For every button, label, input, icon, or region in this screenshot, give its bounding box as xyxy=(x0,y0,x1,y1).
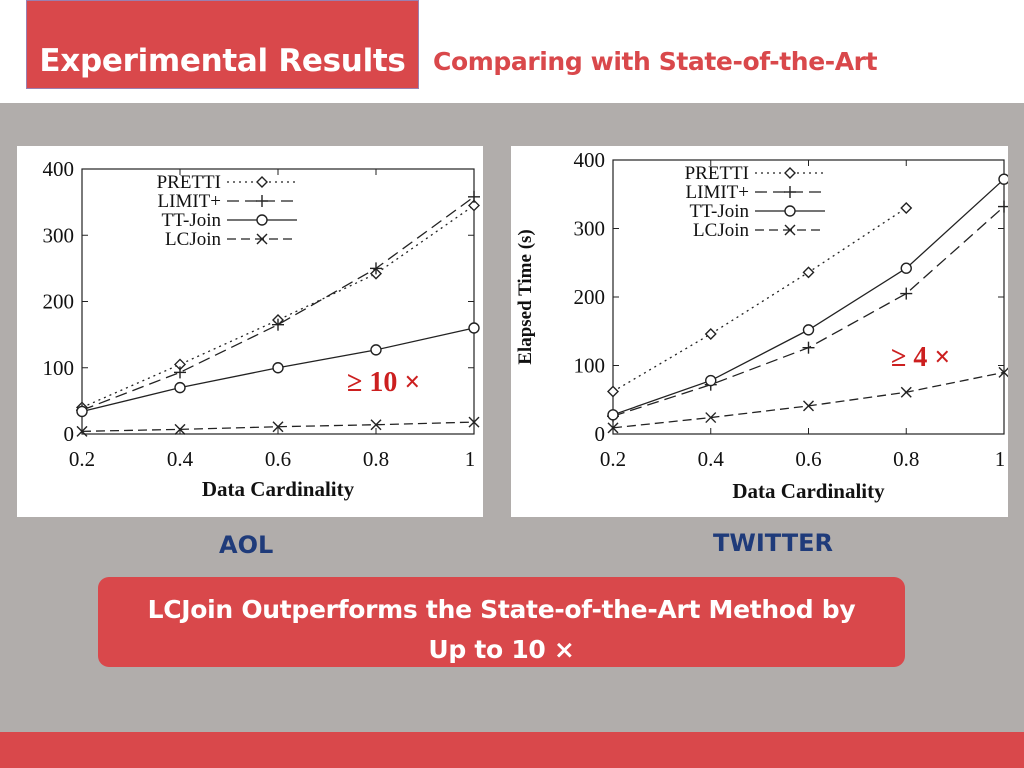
twitter-point-limit- xyxy=(802,341,815,354)
twitter-xtick-label: 0.4 xyxy=(698,447,725,471)
aol-point-lcjoin xyxy=(174,423,186,435)
twitter-xtick-label: 1 xyxy=(995,447,1006,471)
aol-xtick-label: 0.6 xyxy=(265,447,291,471)
aol-legend-marker xyxy=(256,176,268,188)
twitter-series-line-limit- xyxy=(612,206,1005,417)
conclusion-box: LCJoin Outperforms the State-of-the-Art … xyxy=(98,577,905,667)
aol-point-tt-join xyxy=(76,405,88,418)
aol-ytick-label: 200 xyxy=(43,290,75,314)
twitter-point-lcjoin xyxy=(607,422,619,434)
twitter-chart: 0.2 0.4 0.6 0.8 1 0 100 200 300 400 Data Cardinali… xyxy=(515,148,1008,503)
aol-ytick-label: 100 xyxy=(43,356,75,380)
twitter-caption: TWITTER xyxy=(713,529,833,557)
aol-legend-marker xyxy=(256,214,268,226)
twitter-legend-label: LCJoin xyxy=(693,220,749,241)
title-box: Experimental Results xyxy=(26,0,419,89)
twitter-xtick-label: 0.6 xyxy=(795,447,821,471)
aol-point-pretti xyxy=(468,199,480,212)
twitter-ytick-label: 300 xyxy=(574,217,606,241)
twitter-point-tt-join xyxy=(802,324,815,336)
aol-point-limit- xyxy=(174,366,186,379)
aol-speedup-annotation: ≥ 10 × xyxy=(347,367,420,398)
twitter-plot-frame xyxy=(612,159,1005,435)
page-subtitle: Comparing with State-of-the-Art xyxy=(433,47,878,76)
aol-chart-panel: 0.2 0.4 0.6 0.8 1 0 100 200 300 400 Data Cardinali… xyxy=(17,146,483,517)
twitter-series-line-pretti xyxy=(612,207,907,393)
conclusion-line-2: Up to 10 × xyxy=(428,635,575,664)
aol-legend-label: PRETTI xyxy=(157,172,221,193)
twitter-speedup-annotation: ≥ 4 × xyxy=(891,342,950,373)
twitter-yaxis-label: Elapsed Time (s) xyxy=(515,229,536,365)
twitter-point-limit- xyxy=(998,200,1008,213)
twitter-chart-panel: 0.2 0.4 0.6 0.8 1 0 100 200 300 400 Data Cardinali… xyxy=(511,146,1008,517)
aol-legend-label: LCJoin xyxy=(165,229,221,250)
aol-caption: AOL xyxy=(219,531,274,559)
twitter-point-tt-join xyxy=(998,173,1008,185)
aol-point-tt-join xyxy=(370,344,382,356)
aol-point-tt-join xyxy=(468,322,480,334)
twitter-series-line-lcjoin xyxy=(612,371,1005,429)
aol-point-limit- xyxy=(272,318,284,331)
twitter-point-pretti xyxy=(802,266,815,279)
twitter-xaxis-label: Data Cardinality xyxy=(732,479,885,503)
aol-point-limit- xyxy=(468,190,480,203)
aol-xtick-label: 0.2 xyxy=(69,447,95,471)
twitter-legend-label: LIMIT+ xyxy=(686,182,749,203)
aol-point-lcjoin xyxy=(370,419,382,431)
twitter-ytick-label: 200 xyxy=(574,285,606,309)
twitter-point-lcjoin xyxy=(803,400,814,412)
twitter-legend-marker xyxy=(784,205,796,217)
twitter-legend-marker xyxy=(784,186,796,198)
twitter-point-lcjoin xyxy=(900,386,912,398)
twitter-legend-label: PRETTI xyxy=(685,163,749,184)
aol-chart: 0.2 0.4 0.6 0.8 1 0 100 200 300 400 Data Cardinali… xyxy=(43,157,480,501)
twitter-xtick-label: 0.2 xyxy=(600,447,626,471)
aol-point-tt-join xyxy=(272,362,284,374)
aol-ytick-label: 0 xyxy=(64,422,75,446)
aol-point-lcjoin xyxy=(76,425,88,437)
aol-xtick-label: 0.4 xyxy=(167,447,194,471)
aol-xtick-label: 0.8 xyxy=(363,447,389,471)
aol-point-lcjoin xyxy=(272,421,284,433)
twitter-point-limit- xyxy=(900,287,913,300)
twitter-point-lcjoin xyxy=(998,366,1008,378)
twitter-point-pretti xyxy=(704,328,717,340)
aol-legend-label: TT-Join xyxy=(162,210,222,231)
aol-point-tt-join xyxy=(174,381,186,394)
aol-legend-label: LIMIT+ xyxy=(158,191,221,212)
twitter-ytick-label: 100 xyxy=(574,354,606,378)
aol-legend-marker xyxy=(256,233,268,245)
twitter-legend-label: TT-Join xyxy=(690,201,750,222)
twitter-point-tt-join xyxy=(900,262,912,274)
twitter-point-tt-join xyxy=(607,409,619,421)
conclusion-text: LCJoin Outperforms the State-of-the-Art … xyxy=(98,590,905,670)
twitter-ytick-label: 400 xyxy=(574,148,606,172)
twitter-ytick-label: 0 xyxy=(595,422,606,446)
twitter-point-pretti xyxy=(607,385,619,398)
aol-point-limit- xyxy=(370,262,382,275)
aol-ytick-label: 400 xyxy=(43,157,75,181)
twitter-xtick-label: 0.8 xyxy=(893,447,919,471)
aol-ytick-label: 300 xyxy=(43,223,75,247)
aol-xtick-label: 1 xyxy=(465,447,476,471)
twitter-point-lcjoin xyxy=(705,412,717,424)
footer-band xyxy=(0,732,1024,768)
conclusion-line-1: LCJoin Outperforms the State-of-the-Art … xyxy=(147,595,856,624)
page-title: Experimental Results xyxy=(39,43,406,79)
aol-point-lcjoin xyxy=(468,416,480,428)
aol-xaxis-label: Data Cardinality xyxy=(202,477,355,501)
twitter-legend-marker xyxy=(784,224,796,236)
aol-series-line-limit- xyxy=(81,196,475,411)
twitter-series-line-tt-join xyxy=(612,178,1005,416)
aol-legend-marker xyxy=(256,195,268,207)
twitter-point-tt-join xyxy=(705,374,717,387)
twitter-legend-marker xyxy=(784,167,796,179)
twitter-point-pretti xyxy=(900,201,913,214)
